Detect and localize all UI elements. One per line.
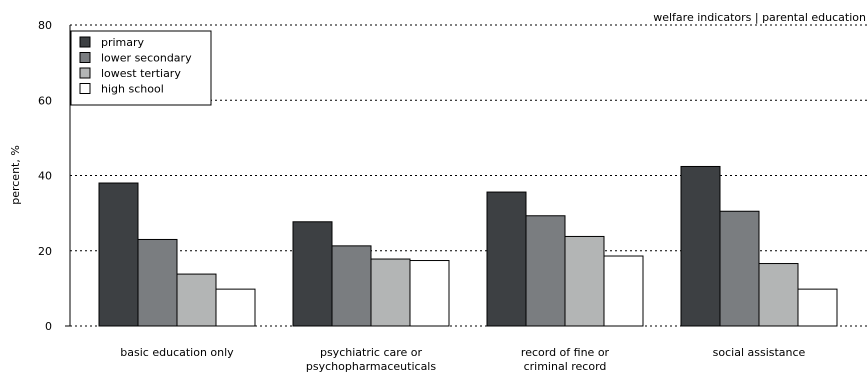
- legend-label: primary: [101, 36, 145, 49]
- bar-lowest-tertiary: [176, 273, 217, 327]
- category-labels: basic education only psychiatric care orp…: [120, 346, 805, 373]
- legend-label: lowest tertiary: [101, 67, 181, 80]
- bar-lowest-tertiary: [370, 258, 411, 327]
- legend-swatch: [79, 83, 91, 94]
- legend-label: high school: [101, 83, 164, 96]
- legend-label: lower secondary: [101, 52, 192, 65]
- bar-high-school: [409, 260, 450, 327]
- bar-lower-secondary: [137, 238, 178, 327]
- category-label: basic education only: [120, 346, 234, 359]
- bar-lower-secondary: [719, 210, 760, 327]
- bar-lowest-tertiary: [564, 235, 605, 327]
- bar-lower-secondary: [331, 245, 372, 327]
- bar-primary: [486, 191, 527, 327]
- y-tick-labels: 0 20 40 60 80: [38, 19, 52, 333]
- bar-high-school: [603, 255, 644, 327]
- y-tick-label: 40: [38, 170, 52, 183]
- y-tick-label: 80: [38, 19, 52, 32]
- y-tick-label: 60: [38, 94, 52, 107]
- bar-high-school: [797, 288, 838, 327]
- category-label: social assistance: [713, 346, 806, 359]
- bar-primary: [292, 221, 333, 327]
- bar-primary: [98, 182, 139, 327]
- category-label: record of fine or: [521, 346, 610, 359]
- legend-swatch: [79, 67, 91, 79]
- bar-lower-secondary: [525, 215, 566, 327]
- y-axis-label: percent, %: [9, 145, 22, 205]
- legend-swatch: [79, 52, 91, 63]
- legend-swatch: [79, 36, 91, 48]
- axes: [65, 25, 71, 327]
- category-label: criminal record: [524, 360, 607, 373]
- bar-lowest-tertiary: [758, 263, 799, 327]
- legend: primary lower secondary lowest tertiary hig…: [70, 30, 212, 106]
- chart-title: welfare indicators | parental education: [653, 11, 866, 24]
- bar-layer: [98, 165, 838, 327]
- y-tick-label: 20: [38, 245, 52, 258]
- y-tick-label: 0: [45, 320, 52, 333]
- category-label: psychopharmaceuticals: [306, 360, 436, 373]
- legend-box: [70, 30, 212, 106]
- category-label: psychiatric care or: [320, 346, 423, 359]
- bar-high-school: [215, 288, 256, 327]
- bar-primary: [680, 165, 721, 327]
